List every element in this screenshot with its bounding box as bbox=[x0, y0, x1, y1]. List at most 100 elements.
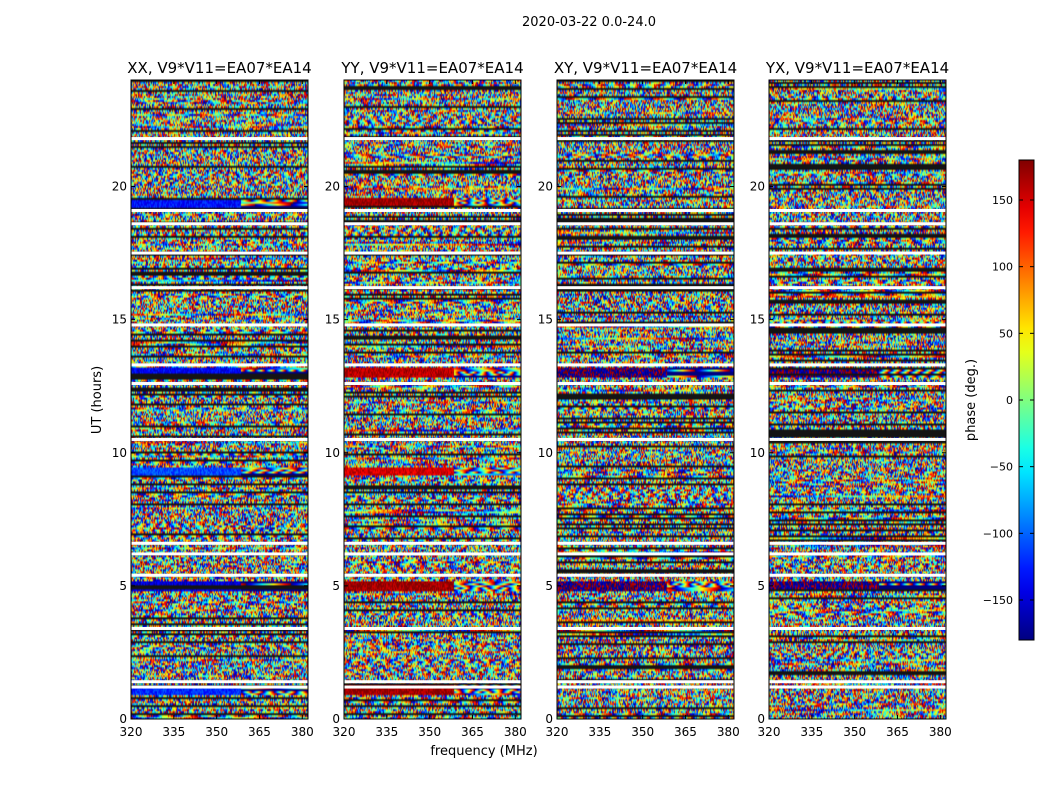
y-tick-label: 10 bbox=[538, 446, 553, 460]
flagged-gap-0 bbox=[769, 137, 946, 141]
panel-frame bbox=[343, 79, 522, 720]
flagged-gap-4 bbox=[557, 286, 734, 290]
y-tick-label: 0 bbox=[545, 712, 553, 726]
flagged-gap-13 bbox=[769, 680, 946, 684]
flagged-gap-14 bbox=[131, 685, 308, 689]
flagged-gap-1 bbox=[557, 208, 734, 212]
flagged-gap-11 bbox=[557, 573, 734, 577]
flagged-gap-12 bbox=[769, 626, 946, 630]
flagged-gap-3 bbox=[131, 251, 308, 255]
flagged-gap-2 bbox=[557, 222, 734, 226]
panel-title: YY, V9*V11=EA07*EA14 bbox=[340, 59, 523, 77]
flagged-gap-5 bbox=[131, 323, 308, 327]
x-tick-label: 350 bbox=[843, 725, 866, 739]
flagged-gap-3 bbox=[344, 251, 521, 255]
colorbar-tick-label: 150 bbox=[992, 194, 1013, 207]
flagged-gap-9 bbox=[557, 541, 734, 545]
y-tick-label: 20 bbox=[112, 180, 127, 194]
flagged-gap-9 bbox=[131, 541, 308, 545]
y-tick-label: 5 bbox=[757, 579, 765, 593]
flagged-gap-2 bbox=[344, 222, 521, 226]
x-tick-label: 365 bbox=[886, 725, 909, 739]
colorbar-tick-label: 0 bbox=[1006, 394, 1013, 407]
y-tick-label: 15 bbox=[538, 313, 553, 327]
flagged-gap-10 bbox=[344, 552, 521, 556]
y-tick-label: 20 bbox=[538, 180, 553, 194]
x-tick-label: 320 bbox=[120, 725, 143, 739]
flagged-gap-2 bbox=[131, 222, 308, 226]
x-tick-label: 380 bbox=[291, 725, 314, 739]
colorbar-label: phase (deg.) bbox=[964, 359, 979, 441]
y-tick-label: 0 bbox=[332, 712, 340, 726]
flagged-gap-10 bbox=[769, 552, 946, 556]
y-tick-label: 15 bbox=[112, 313, 127, 327]
y-tick-label: 20 bbox=[750, 180, 765, 194]
flagged-gap-5 bbox=[344, 323, 521, 327]
phase-heatmap-xx bbox=[131, 80, 308, 719]
x-tick-label: 350 bbox=[418, 725, 441, 739]
y-tick-label: 10 bbox=[750, 446, 765, 460]
flagged-gap-14 bbox=[769, 685, 946, 689]
colorbar-tick-label: 100 bbox=[992, 261, 1013, 274]
flagged-gap-1 bbox=[769, 208, 946, 212]
flagged-gap-0 bbox=[344, 137, 521, 141]
phase-heatmap-yy bbox=[344, 80, 521, 719]
flagged-gap-7 bbox=[557, 382, 734, 386]
panels-group: XX, V9*V11=EA07*EA14 320 335 350 365 380 0 5 10 1… bbox=[112, 59, 952, 739]
flagged-gap-5 bbox=[557, 323, 734, 327]
y-tick-label: 15 bbox=[325, 313, 340, 327]
colorbar-tick-label: −50 bbox=[990, 461, 1013, 474]
flagged-gap-13 bbox=[131, 680, 308, 684]
x-tick-label: 350 bbox=[631, 725, 654, 739]
colorbar-tick-label: −150 bbox=[983, 594, 1013, 607]
flagged-gap-11 bbox=[131, 573, 308, 577]
flagged-gap-11 bbox=[769, 573, 946, 577]
y-tick-label: 0 bbox=[119, 712, 127, 726]
flagged-gap-7 bbox=[344, 382, 521, 386]
y-tick-label: 5 bbox=[119, 579, 127, 593]
y-tick-label: 10 bbox=[325, 446, 340, 460]
flagged-gap-7 bbox=[769, 382, 946, 386]
panel-frame bbox=[556, 79, 735, 720]
flagged-gap-4 bbox=[769, 286, 946, 290]
x-tick-label: 320 bbox=[333, 725, 356, 739]
flagged-gap-14 bbox=[557, 685, 734, 689]
flagged-gap-3 bbox=[557, 251, 734, 255]
y-tick-label: 5 bbox=[332, 579, 340, 593]
y-tick-label: 15 bbox=[750, 313, 765, 327]
x-tick-label: 365 bbox=[461, 725, 484, 739]
flagged-gap-8 bbox=[769, 437, 946, 441]
flagged-gap-7 bbox=[131, 382, 308, 386]
x-tick-label: 320 bbox=[758, 725, 781, 739]
flagged-gap-11 bbox=[344, 573, 521, 577]
flagged-gap-0 bbox=[557, 137, 734, 141]
flagged-gap-1 bbox=[344, 208, 521, 212]
panel-title: XY, V9*V11=EA07*EA14 bbox=[554, 59, 737, 77]
x-tick-label: 350 bbox=[205, 725, 228, 739]
x-tick-label: 335 bbox=[162, 725, 185, 739]
x-tick-label: 380 bbox=[504, 725, 527, 739]
flagged-gap-5 bbox=[769, 323, 946, 327]
flagged-gap-13 bbox=[557, 680, 734, 684]
flagged-gap-1 bbox=[131, 208, 308, 212]
flagged-gap-10 bbox=[131, 552, 308, 556]
flagged-gap-13 bbox=[344, 680, 521, 684]
flagged-gap-6 bbox=[131, 363, 308, 367]
x-tick-label: 335 bbox=[588, 725, 611, 739]
panel-title: XX, V9*V11=EA07*EA14 bbox=[127, 59, 311, 77]
panel-frame bbox=[768, 79, 947, 720]
flagged-gap-9 bbox=[344, 541, 521, 545]
panel-xy: XY, V9*V11=EA07*EA14 320 335 350 365 380 0 5 10 1… bbox=[538, 59, 740, 739]
colorbar-tick-label: −100 bbox=[983, 527, 1013, 540]
x-tick-label: 380 bbox=[717, 725, 740, 739]
flagged-gap-12 bbox=[557, 626, 734, 630]
flagged-gap-8 bbox=[131, 437, 308, 441]
flagged-gap-2 bbox=[769, 222, 946, 226]
x-tick-label: 335 bbox=[800, 725, 823, 739]
flagged-gap-6 bbox=[557, 363, 734, 367]
panel-yy: YY, V9*V11=EA07*EA14 320 335 350 365 380 0 5 10 1… bbox=[325, 59, 527, 739]
panel-title: YX, V9*V11=EA07*EA14 bbox=[765, 59, 949, 77]
flagged-gap-12 bbox=[131, 626, 308, 630]
y-tick-label: 10 bbox=[112, 446, 127, 460]
flagged-gap-4 bbox=[131, 286, 308, 290]
